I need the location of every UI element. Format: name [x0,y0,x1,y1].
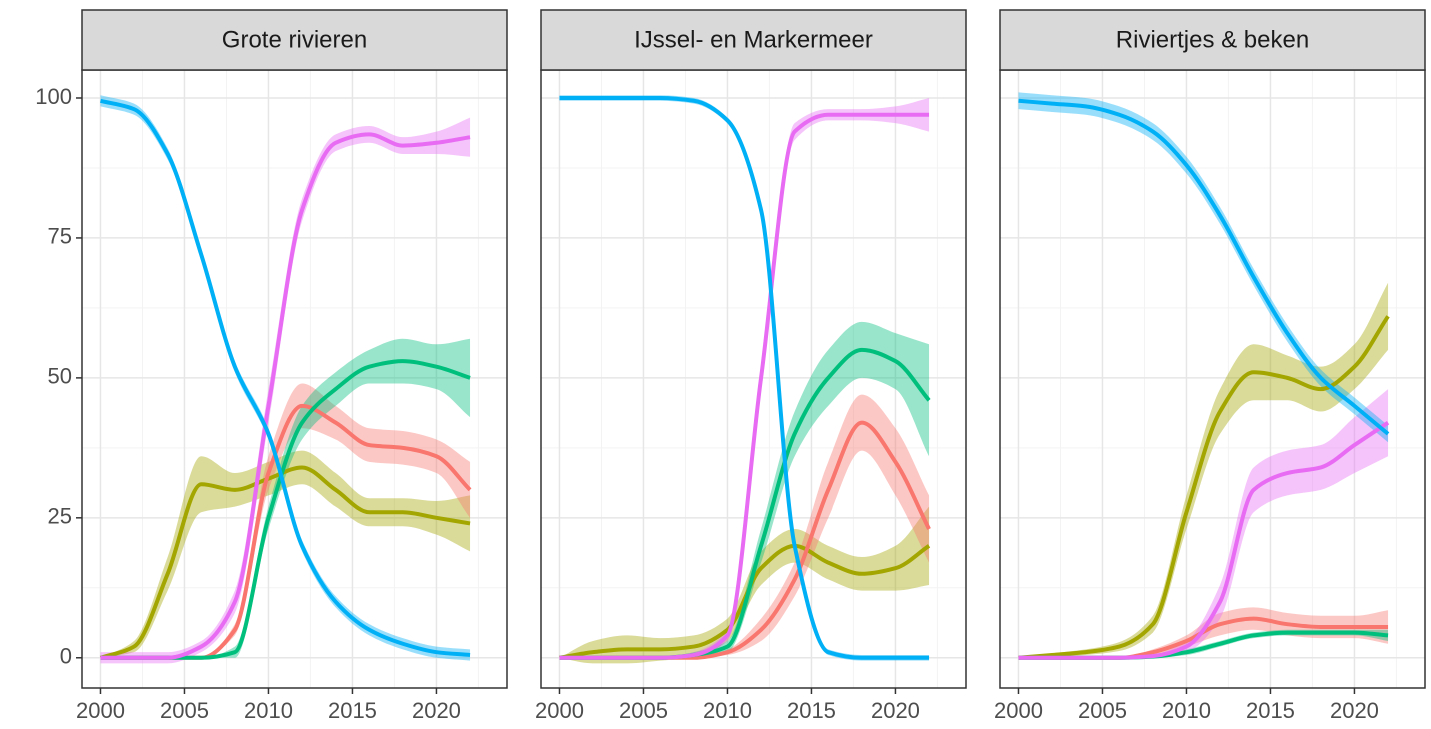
strip [999,9,1426,71]
line [1018,315,1390,660]
x-tick-label: 2020 [1330,698,1379,723]
x-tick-label: 2020 [871,698,920,723]
line [1018,420,1390,660]
strip-title: IJssel- en Markermeer [634,26,873,53]
x-tick-label: 2005 [160,698,209,723]
y-tick-label: 100 [35,84,72,109]
x-tick-label: 2010 [244,698,293,723]
strip [540,9,967,71]
ribbon [1018,92,1389,443]
x-tick-label: 2000 [535,698,584,723]
strip-title: Riviertjes & beken [1116,26,1309,53]
line [99,465,471,660]
x-tick-label: 2015 [1246,698,1295,723]
y-tick-label: 25 [48,504,72,529]
strip [81,9,508,71]
panel: IJssel- en Markermeer 2000 2005 2010 2015 202… [535,9,967,723]
ribbon [559,321,930,658]
ribbon [1018,389,1389,658]
x-tick-label: 2010 [703,698,752,723]
ribbon [100,383,471,658]
ribbon [100,338,471,658]
x-tick-label: 2015 [787,698,836,723]
strip-title: Grote rivieren [222,26,367,53]
line [559,95,930,660]
x-tick-label: 2015 [328,698,377,723]
line [1018,98,1390,436]
ribbon [100,450,471,658]
x-tick-label: 2020 [412,698,461,723]
x-tick-label: 2000 [76,698,125,723]
x-tick-label: 2005 [1078,698,1127,723]
panel: Riviertjes & beken 2000 2005 2010 2015 2020 [994,9,1426,723]
y-tick-label: 75 [48,224,72,249]
line [99,98,471,657]
line [100,132,471,660]
x-tick-label: 2005 [619,698,668,723]
x-tick-label: 2000 [994,698,1043,723]
ribbon [559,506,930,664]
y-tick-label: 50 [48,364,72,389]
y-tick-label: 0 [60,644,72,669]
panel: Grote rivieren 2000 2005 2010 2015 2020 0 25 50 7… [35,9,508,723]
ribbon [1018,282,1389,658]
ribbon [559,394,930,658]
line [559,112,930,660]
x-tick-label: 2010 [1162,698,1211,723]
